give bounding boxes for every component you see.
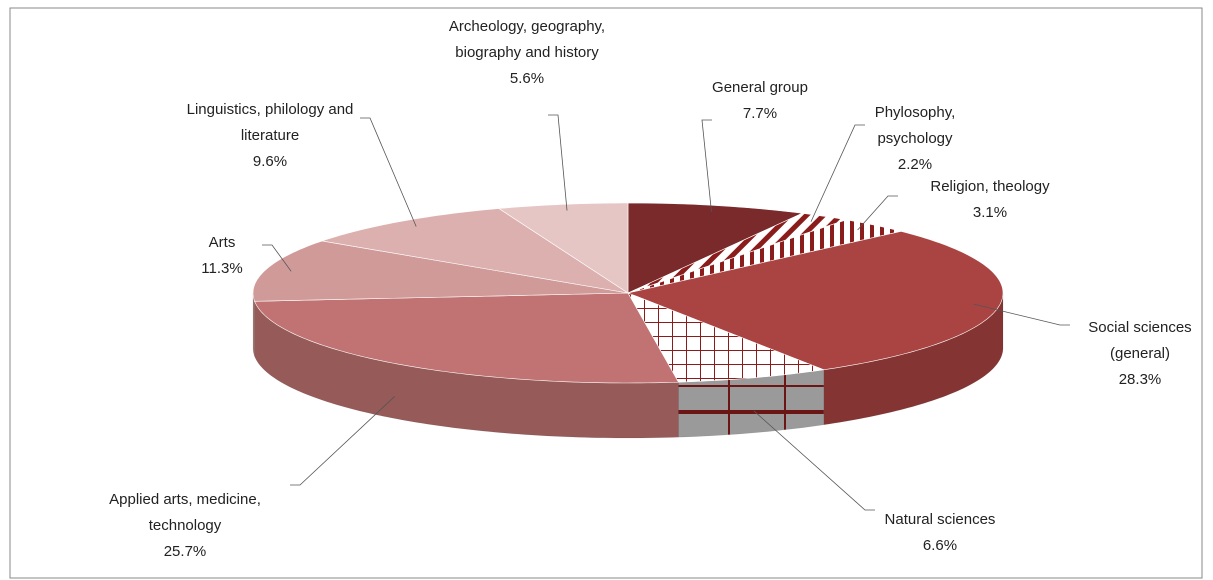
leader-line (290, 396, 395, 486)
slice (254, 292, 679, 384)
value-label: 25.7% (163, 543, 207, 560)
data-label: Phylosophy, psychology 2.2% (865, 100, 965, 178)
data-label: Arts 11.3% (172, 230, 272, 282)
value-label: 5.6% (509, 70, 545, 87)
value-label: 7.7% (742, 105, 778, 122)
slice (252, 240, 629, 302)
leader-line (360, 117, 417, 227)
slice-side (252, 292, 255, 357)
leader-line (701, 119, 712, 212)
category-label: Natural sciences (884, 511, 996, 528)
value-label: 6.6% (922, 537, 958, 554)
value-label: 28.3% (1118, 371, 1162, 388)
value-label: 2.2% (897, 156, 933, 173)
slice (626, 231, 1004, 371)
leader-line (810, 124, 865, 222)
category-label: Applied arts, medicine, technology (109, 491, 261, 534)
data-label: Applied arts, medicine, technology 25.7% (85, 487, 285, 565)
leader-line (262, 244, 292, 272)
category-label: Religion, theology (930, 178, 1050, 195)
slice (497, 202, 629, 294)
chart-border (9, 7, 1203, 579)
slice (627, 213, 847, 294)
category-label: Social sciences (general) (1088, 319, 1192, 362)
slice (627, 292, 825, 383)
data-label: Religion, theology 3.1% (890, 174, 1090, 226)
category-label: Phylosophy, psychology (874, 104, 956, 147)
slice (321, 208, 629, 294)
category-label: General group (712, 79, 808, 96)
leader-line (548, 114, 568, 211)
leader-line (857, 195, 898, 231)
data-label: General group 7.7% (685, 75, 835, 127)
data-label: Linguistics, philology and literature 9.6… (183, 97, 358, 175)
value-label: 9.6% (252, 153, 288, 170)
category-label: Linguistics, philology and literature (186, 101, 354, 144)
slice (627, 202, 804, 294)
leader-line (753, 410, 875, 511)
value-label: 11.3% (201, 260, 243, 277)
data-label: Archeology, geography, biography and his… (432, 14, 622, 92)
value-label: 3.1% (972, 204, 1008, 221)
slice (627, 219, 902, 294)
category-label: Arts (208, 234, 236, 251)
data-label: Social sciences (general) 28.3% (1070, 315, 1210, 393)
leader-line (973, 303, 1070, 326)
category-label: Archeology, geography, biography and his… (448, 18, 606, 61)
data-label: Natural sciences 6.6% (860, 507, 1020, 559)
